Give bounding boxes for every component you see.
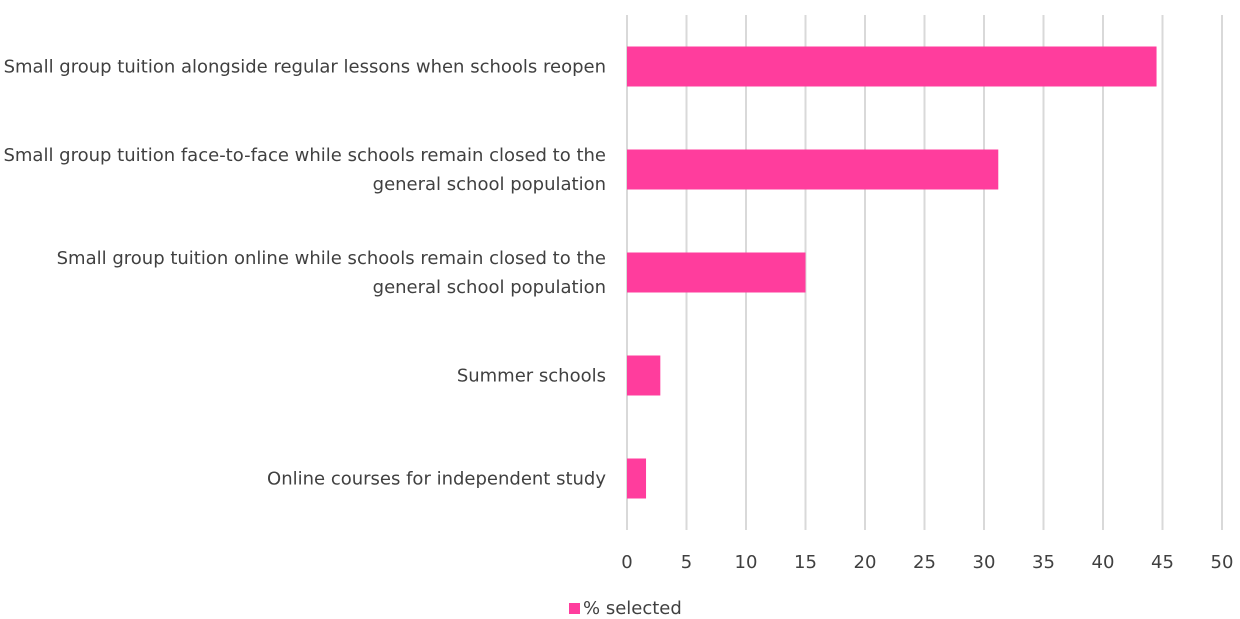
x-tick-label: 15 [794, 552, 817, 573]
bar [627, 149, 999, 190]
y-tick-label: Small group tuition face-to-face while s… [3, 144, 606, 195]
x-tick-label: 45 [1151, 552, 1174, 573]
y-tick-label: Online courses for independent study [267, 468, 606, 489]
x-tick-label: 25 [913, 552, 936, 573]
x-tick-label: 30 [973, 552, 996, 573]
y-tick-label: Summer schools [456, 365, 606, 386]
y-tick-label: Small group tuition alongside regular le… [3, 56, 606, 77]
bar [627, 252, 806, 293]
bar [627, 46, 1157, 87]
bar [627, 355, 661, 396]
x-tick-label: 40 [1092, 552, 1115, 573]
x-tick-label: 10 [735, 552, 758, 573]
x-tick-label: 5 [681, 552, 692, 573]
y-tick-label: Small group tuition online while schools… [56, 247, 606, 298]
x-tick-label: 35 [1032, 552, 1055, 573]
legend-swatch [569, 603, 580, 614]
legend-label: % selected [583, 598, 682, 619]
bar [627, 458, 647, 499]
x-tick-label: 20 [854, 552, 877, 573]
x-tick-label: 0 [621, 552, 632, 573]
x-tick-label: 50 [1211, 552, 1234, 573]
